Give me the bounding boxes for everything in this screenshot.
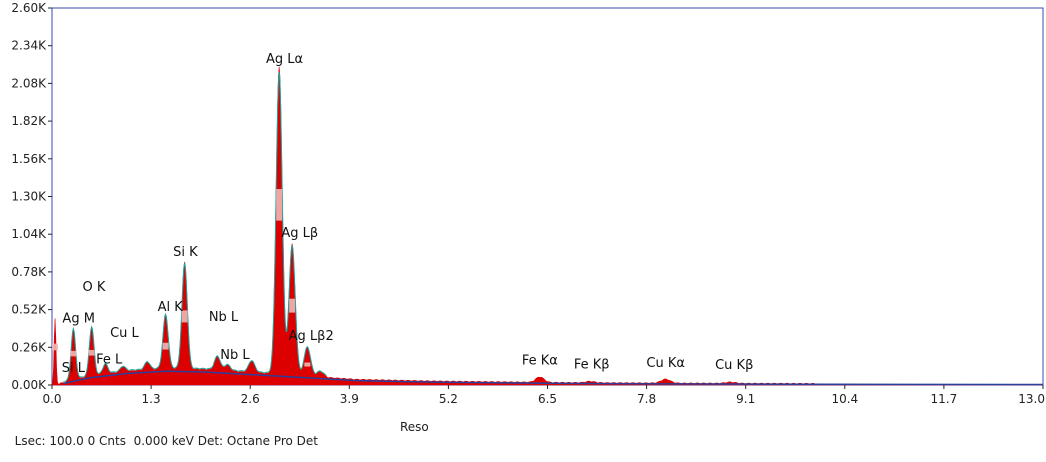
status-text: Lsec: 100.0 0 Cnts 0.000 keV Det: Octane… — [14, 434, 318, 448]
peak-annotation: Cu Kα — [646, 356, 685, 371]
plot-frame — [51, 7, 1044, 386]
background-fit-line — [63, 370, 1044, 386]
status-bar: Lsec: 100.0 0 Cnts 0.000 keV Det: Octane… — [7, 420, 429, 462]
peak-annotation: Ag Lβ — [281, 226, 318, 241]
peak-annotation: Si L — [62, 361, 86, 376]
peak-roi-marker — [289, 298, 296, 313]
y-tick-label: 2.34K — [11, 39, 47, 53]
x-tick-label: 0.0 — [42, 392, 61, 406]
x-tick-label: 6.5 — [538, 392, 557, 406]
peak-roi-marker — [276, 189, 283, 221]
y-tick-label: 0.52K — [11, 303, 47, 317]
y-tick-label: 0.00K — [11, 378, 47, 392]
peak-annotation: Fe Kβ — [574, 357, 610, 372]
x-tick-label: 13.0 — [1018, 392, 1045, 406]
peak-roi-marker — [70, 350, 77, 357]
x-axis-ticks: 0.0 1.3 2.6 3.9 5.2 6.5 7.8 9.1 10.4 11.7 13.0 — [42, 385, 1045, 406]
peak-annotation: Fe L — [96, 352, 123, 367]
x-tick-label: 1.3 — [142, 392, 161, 406]
peak-roi-marker — [52, 343, 59, 351]
x-tick-label: 10.4 — [831, 392, 858, 406]
spectrum-layer — [51, 66, 1044, 386]
y-tick-label: 1.56K — [11, 152, 47, 166]
x-tick-label: 9.1 — [736, 392, 755, 406]
y-tick-label: 1.04K — [11, 227, 47, 241]
y-tick-label: 0.78K — [11, 265, 47, 279]
peak-annotation: Si K — [173, 245, 198, 260]
peak-annotation: Cu Kβ — [715, 358, 753, 373]
y-tick-label: 2.60K — [11, 1, 47, 15]
peak-annotation: Ag Lβ2 — [289, 329, 334, 344]
peak-annotation: Al K — [158, 300, 184, 315]
peak-roi-marker — [304, 362, 311, 367]
spectrum-area — [51, 66, 1044, 386]
y-tick-label: 0.26K — [11, 340, 47, 354]
peak-annotation: Fe Kα — [522, 354, 558, 369]
fit-overlay-line — [63, 71, 327, 383]
x-tick-label: 3.9 — [340, 392, 359, 406]
peak-annotation: Nb L — [209, 310, 239, 325]
peak-roi-marker — [88, 349, 95, 356]
peak-annotation: Nb L — [220, 348, 250, 363]
peak-annotation: O K — [82, 280, 105, 295]
status-reso: Reso — [400, 420, 429, 434]
x-tick-label: 5.2 — [439, 392, 458, 406]
peak-annotation: Ag Lα — [266, 52, 303, 67]
x-tick-label: 2.6 — [241, 392, 260, 406]
peak-roi-marker — [181, 310, 188, 323]
peak-annotation: Cu L — [110, 326, 139, 341]
peak-annotations: Ag Lα Ag Lβ Si K O K Al K Nb L Ag M Cu L Ag Lβ2 N… — [62, 52, 754, 376]
eds-spectrum-chart: 0.00K 0.26K 0.52K 0.78K 1.04K 1.30K 1.56K 1.82K… — [11, 1, 1045, 406]
peak-roi-marker — [162, 342, 169, 350]
peak-annotation: Ag M — [62, 312, 95, 327]
x-tick-label: 11.7 — [931, 392, 958, 406]
y-tick-label: 2.08K — [11, 76, 47, 90]
y-tick-label: 1.30K — [11, 190, 47, 204]
x-tick-label: 7.8 — [637, 392, 656, 406]
y-tick-label: 1.82K — [11, 114, 47, 128]
y-axis-ticks: 0.00K 0.26K 0.52K 0.78K 1.04K 1.30K 1.56K 1.82K… — [11, 1, 52, 392]
